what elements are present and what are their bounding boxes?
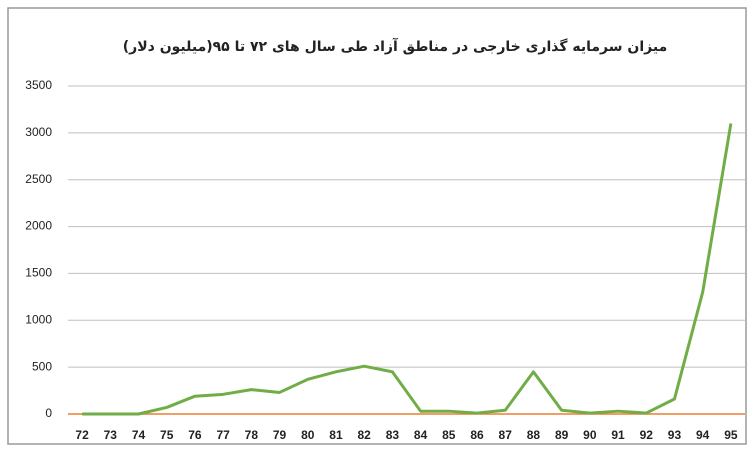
x-tick-label: 74 bbox=[132, 428, 146, 442]
x-tick-label: 90 bbox=[583, 428, 597, 442]
y-tick-label: 3500 bbox=[25, 78, 52, 92]
data-line bbox=[82, 123, 733, 416]
chart-title: میزان سرمایه گذاری خارجی در مناطق آزاد ط… bbox=[123, 37, 668, 55]
x-tick-label: 89 bbox=[555, 428, 569, 442]
x-tick-label: 81 bbox=[329, 428, 343, 442]
x-tick-label: 84 bbox=[414, 428, 428, 442]
x-tick-label: 87 bbox=[499, 428, 513, 442]
x-tick-label: 80 bbox=[301, 428, 315, 442]
x-tick-label: 78 bbox=[245, 428, 259, 442]
y-tick-label: 500 bbox=[32, 359, 52, 373]
y-tick-label: 2500 bbox=[25, 172, 52, 186]
x-tick-label: 92 bbox=[640, 428, 654, 442]
x-tick-label: 75 bbox=[160, 428, 174, 442]
x-tick-label: 82 bbox=[358, 428, 372, 442]
y-tick-label: 2000 bbox=[25, 219, 52, 233]
x-tick-label: 91 bbox=[611, 428, 625, 442]
x-tick-label: 79 bbox=[273, 428, 287, 442]
x-tick-label: 94 bbox=[696, 428, 710, 442]
x-tick-label: 73 bbox=[104, 428, 118, 442]
x-tick-label: 72 bbox=[75, 428, 89, 442]
y-tick-label: 0 bbox=[45, 406, 52, 420]
x-tick-label: 85 bbox=[442, 428, 456, 442]
x-tick-label: 76 bbox=[188, 428, 202, 442]
x-tick-label: 88 bbox=[527, 428, 541, 442]
x-tick-label: 95 bbox=[724, 428, 738, 442]
x-tick-label: 86 bbox=[470, 428, 484, 442]
x-tick-label: 77 bbox=[216, 428, 230, 442]
y-tick-label: 3000 bbox=[25, 125, 52, 139]
x-tick-label: 83 bbox=[386, 428, 400, 442]
y-tick-label: 1500 bbox=[25, 266, 52, 280]
x-tick-label: 93 bbox=[668, 428, 682, 442]
y-tick-label: 1000 bbox=[25, 312, 52, 326]
chart-border bbox=[7, 7, 747, 445]
